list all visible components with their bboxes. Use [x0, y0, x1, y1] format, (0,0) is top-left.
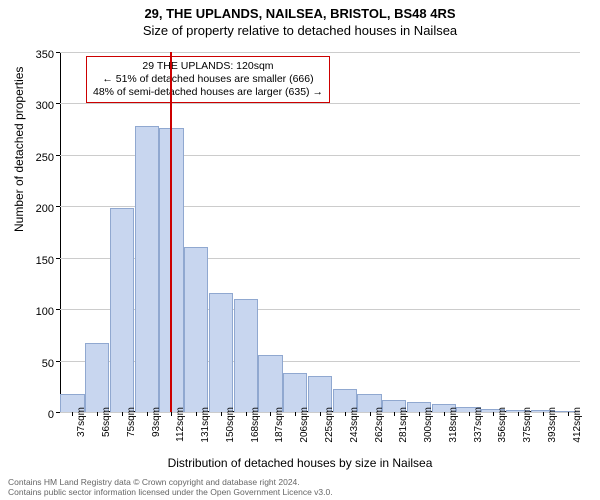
x-tick-label: 225sqm	[324, 407, 335, 443]
histogram-bar	[85, 343, 109, 412]
x-tick-mark	[97, 412, 98, 416]
x-tick-mark	[246, 412, 247, 416]
x-tick-label: 337sqm	[473, 407, 484, 443]
plot-area: 29 THE UPLANDS: 120sqm ← 51% of detached…	[60, 52, 580, 412]
histogram-bar	[209, 293, 233, 412]
x-tick-mark	[568, 412, 569, 416]
y-tick-label: 350	[24, 49, 54, 55]
x-tick-label: 131sqm	[200, 407, 211, 443]
x-tick-mark	[270, 412, 271, 416]
x-tick-label: 300sqm	[423, 407, 434, 443]
x-tick-label: 356sqm	[497, 407, 508, 443]
histogram-bar	[234, 299, 258, 412]
x-tick-mark	[543, 412, 544, 416]
x-tick-mark	[147, 412, 148, 416]
x-tick-mark	[444, 412, 445, 416]
y-tick-mark	[56, 361, 60, 362]
y-tick-mark	[56, 258, 60, 259]
annotation-line3: 48% of semi-detached houses are larger (…	[93, 86, 323, 99]
histogram-bar	[258, 355, 282, 412]
y-tick-label: 100	[24, 306, 54, 312]
y-tick-label: 250	[24, 152, 54, 158]
histogram-bar	[110, 208, 134, 412]
x-tick-label: 393sqm	[547, 407, 558, 443]
x-tick-mark	[196, 412, 197, 416]
y-tick-mark	[56, 412, 60, 413]
annotation-line2: ← 51% of detached houses are smaller (66…	[93, 73, 323, 86]
footer-line2: Contains public sector information licen…	[8, 488, 333, 498]
y-tick-label: 0	[24, 409, 54, 415]
y-tick-label: 300	[24, 100, 54, 106]
x-tick-mark	[221, 412, 222, 416]
x-tick-mark	[72, 412, 73, 416]
x-tick-label: 262sqm	[374, 407, 385, 443]
grid-line	[60, 103, 580, 104]
histogram-bar	[135, 126, 159, 412]
y-tick-label: 200	[24, 203, 54, 209]
x-axis-title: Distribution of detached houses by size …	[0, 456, 600, 470]
y-tick-mark	[56, 309, 60, 310]
x-tick-mark	[394, 412, 395, 416]
y-tick-mark	[56, 155, 60, 156]
annotation-line1: 29 THE UPLANDS: 120sqm	[93, 60, 323, 73]
chart-title-block: 29, THE UPLANDS, NAILSEA, BRISTOL, BS48 …	[0, 0, 600, 40]
x-tick-label: 281sqm	[398, 407, 409, 443]
y-tick-label: 150	[24, 255, 54, 261]
x-tick-mark	[493, 412, 494, 416]
x-tick-label: 243sqm	[349, 407, 360, 443]
annotation-box: 29 THE UPLANDS: 120sqm ← 51% of detached…	[86, 56, 330, 103]
x-tick-label: 412sqm	[572, 407, 583, 443]
x-tick-label: 206sqm	[299, 407, 310, 443]
x-tick-label: 168sqm	[250, 407, 261, 443]
reference-line	[170, 52, 172, 412]
x-tick-mark	[370, 412, 371, 416]
title-line2: Size of property relative to detached ho…	[0, 23, 600, 40]
y-tick-mark	[56, 103, 60, 104]
x-tick-mark	[295, 412, 296, 416]
footer-attribution: Contains HM Land Registry data © Crown c…	[8, 478, 333, 498]
x-tick-label: 187sqm	[274, 407, 285, 443]
title-line1: 29, THE UPLANDS, NAILSEA, BRISTOL, BS48 …	[0, 6, 600, 23]
x-tick-label: 318sqm	[448, 407, 459, 443]
x-tick-mark	[518, 412, 519, 416]
histogram-bar	[184, 247, 208, 412]
y-tick-mark	[56, 206, 60, 207]
x-tick-mark	[469, 412, 470, 416]
x-tick-mark	[122, 412, 123, 416]
x-tick-label: 150sqm	[225, 407, 236, 443]
y-axis-line	[60, 52, 61, 412]
x-tick-label: 112sqm	[175, 407, 186, 442]
y-tick-label: 50	[24, 358, 54, 364]
x-tick-mark	[171, 412, 172, 416]
x-tick-mark	[320, 412, 321, 416]
x-tick-mark	[345, 412, 346, 416]
y-tick-mark	[56, 52, 60, 53]
x-tick-mark	[419, 412, 420, 416]
x-tick-label: 375sqm	[522, 407, 533, 443]
grid-line	[60, 52, 580, 53]
